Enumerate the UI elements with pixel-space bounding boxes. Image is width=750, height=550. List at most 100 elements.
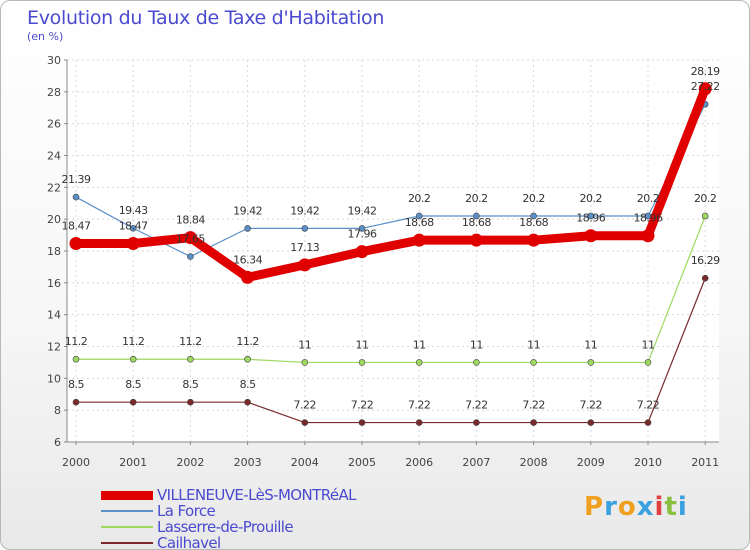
- x-tick-label: 2003: [234, 456, 262, 469]
- y-tick-label: 26: [47, 118, 61, 131]
- x-tick-label: 2006: [405, 456, 433, 469]
- data-point: [244, 355, 251, 363]
- data-label: 17.65: [176, 233, 205, 246]
- y-tick-label: 24: [47, 150, 61, 163]
- y-tick-label: 6: [54, 436, 61, 449]
- data-point: [358, 359, 366, 366]
- series-line: [75, 277, 706, 424]
- data-label: 7.22: [637, 399, 660, 412]
- data-label: 16.29: [691, 254, 720, 267]
- data-label: 11.2: [65, 335, 88, 348]
- series-line: [75, 215, 706, 364]
- data-label: 11: [298, 338, 311, 351]
- data-point: [698, 82, 712, 96]
- legend-item: Cailhavel: [101, 534, 356, 549]
- data-label: 8.5: [240, 378, 256, 391]
- data-point: [415, 359, 423, 366]
- data-point: [701, 212, 709, 220]
- data-point: [701, 274, 709, 282]
- data-label: 19.42: [290, 204, 319, 217]
- series-line: [71, 84, 710, 282]
- data-point: [415, 419, 423, 426]
- data-point: [126, 237, 140, 251]
- x-tick-label: 2008: [520, 456, 548, 469]
- data-label: 11: [356, 338, 369, 351]
- data-point: [244, 398, 251, 406]
- logo-letter: r: [604, 492, 618, 522]
- data-point: [644, 359, 652, 366]
- data-label: 7.22: [294, 399, 317, 412]
- legend-swatch: [101, 490, 153, 500]
- data-point: [530, 359, 537, 366]
- data-point: [69, 237, 83, 251]
- y-tick-label: 22: [47, 181, 61, 194]
- data-point: [587, 212, 595, 220]
- legend-item: Lasserre-de-Prouille: [101, 518, 356, 536]
- data-label: 18.68: [519, 216, 548, 229]
- x-tick-label: 2010: [634, 456, 662, 469]
- data-label: 11: [413, 338, 426, 351]
- data-label: 8.5: [182, 378, 198, 391]
- data-point: [301, 225, 309, 232]
- data-point: [527, 233, 541, 247]
- data-label: 8.5: [125, 378, 141, 391]
- data-point: [298, 258, 312, 272]
- data-label: 11: [470, 338, 483, 351]
- legend-label: VILLENEUVE-LèS-MONTRéAL: [157, 486, 356, 504]
- data-label: 7.22: [580, 399, 603, 412]
- data-point: [530, 419, 537, 426]
- data-label: 11: [642, 338, 655, 351]
- data-point: [358, 225, 366, 232]
- y-tick-label: 30: [47, 54, 61, 67]
- data-point: [72, 193, 80, 201]
- data-point: [587, 419, 595, 426]
- data-point: [129, 398, 137, 406]
- data-label: 28.19: [691, 65, 720, 78]
- legend-swatch: [101, 510, 153, 512]
- data-point: [473, 419, 480, 426]
- data-point: [301, 359, 309, 366]
- data-point: [473, 359, 480, 366]
- legend: VILLENEUVE-LèS-MONTRéAL La Force Lasserr…: [101, 486, 356, 549]
- data-label: 20.2: [522, 192, 545, 205]
- x-tick-label: 2002: [176, 456, 204, 469]
- x-tick-label: 2007: [462, 456, 490, 469]
- series-line: [75, 103, 706, 258]
- data-point: [244, 225, 251, 232]
- data-point: [355, 245, 369, 259]
- data-label: 19.42: [348, 204, 377, 217]
- data-label: 7.22: [351, 399, 374, 412]
- data-label: 18.68: [462, 216, 491, 229]
- legend-label: Lasserre-de-Prouille: [157, 518, 294, 536]
- x-tick-label: 2011: [691, 456, 719, 469]
- data-label: 17.96: [348, 228, 377, 241]
- data-point: [587, 359, 595, 366]
- data-point: [187, 355, 194, 363]
- y-tick-label: 20: [47, 213, 61, 226]
- data-label: 19.42: [233, 204, 262, 217]
- logo-letter: t: [664, 492, 678, 522]
- data-label: 21.39: [62, 173, 91, 186]
- y-tick-label: 18: [47, 245, 61, 258]
- logo-letter: x: [636, 492, 655, 522]
- data-label: 11.2: [236, 335, 259, 348]
- logo-letter: o: [617, 492, 637, 522]
- data-label: 7.22: [522, 399, 545, 412]
- logo-letter: i: [677, 492, 688, 522]
- y-tick-label: 16: [47, 277, 61, 290]
- data-label: 11: [527, 338, 540, 351]
- data-point: [72, 398, 80, 406]
- data-point: [584, 229, 598, 243]
- data-point: [241, 270, 255, 284]
- data-label: 7.22: [465, 399, 488, 412]
- legend-swatch: [101, 542, 153, 544]
- chart-title: Evolution du Taux de Taxe d'Habitation: [27, 7, 385, 29]
- data-point: [358, 419, 366, 426]
- logo-letter: i: [654, 492, 665, 522]
- unit-label: (en %): [27, 30, 64, 43]
- data-point: [530, 212, 537, 220]
- data-point: [72, 355, 80, 363]
- data-point: [473, 212, 480, 220]
